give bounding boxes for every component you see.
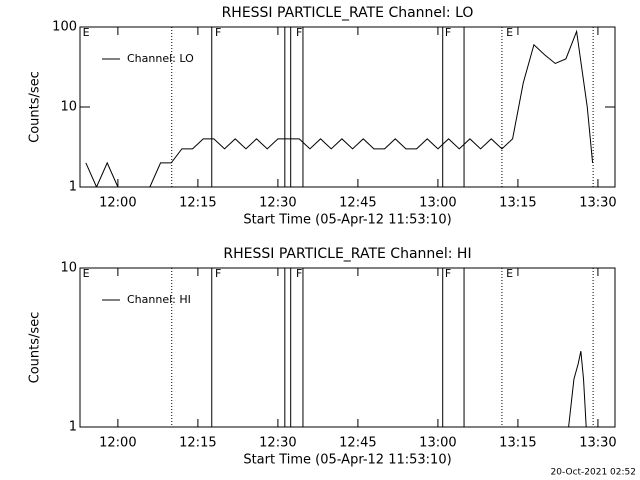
flag-label: F bbox=[445, 26, 451, 39]
flag-label: F bbox=[296, 26, 302, 39]
legend-label: Channel: LO bbox=[127, 52, 194, 65]
flag-label: E bbox=[506, 267, 513, 280]
y-tick-label: 100 bbox=[52, 20, 77, 35]
data-line bbox=[85, 29, 594, 187]
y-tick-label: 10 bbox=[60, 261, 77, 276]
footer-timestamp: 20-Oct-2021 02:52 bbox=[551, 468, 636, 478]
flag-label: F bbox=[296, 267, 302, 280]
data-line bbox=[568, 351, 587, 427]
flag-label: F bbox=[215, 267, 221, 280]
flag-label: E bbox=[506, 26, 513, 39]
x-tick-label: 13:15 bbox=[499, 436, 536, 451]
x-tick-label: 12:00 bbox=[99, 436, 136, 451]
y-tick-label: 10 bbox=[60, 100, 77, 115]
plot-frame bbox=[79, 267, 616, 428]
x-tick-label: 12:30 bbox=[259, 196, 296, 211]
x-tick-label: 13:30 bbox=[579, 196, 616, 211]
x-tick-label: 12:15 bbox=[179, 436, 216, 451]
x-tick-label: 12:45 bbox=[339, 196, 376, 211]
y-axis-label: Counts/sec bbox=[28, 71, 43, 143]
y-axis-label: Counts/sec bbox=[28, 312, 43, 384]
x-tick-label: 12:00 bbox=[99, 196, 136, 211]
x-axis-label: Start Time (05-Apr-12 11:53:10) bbox=[243, 213, 451, 228]
flag-label: E bbox=[83, 26, 90, 39]
x-tick-label: 12:30 bbox=[259, 436, 296, 451]
x-tick-label: 13:00 bbox=[419, 196, 456, 211]
legend-label: Channel: HI bbox=[127, 293, 191, 306]
y-tick-label: 1 bbox=[69, 420, 77, 435]
x-tick-label: 12:45 bbox=[339, 436, 376, 451]
y-tick-label: 1 bbox=[69, 180, 77, 195]
x-tick-label: 13:30 bbox=[579, 436, 616, 451]
chart-title: RHESSI PARTICLE_RATE Channel: LO bbox=[222, 5, 474, 21]
x-axis-label: Start Time (05-Apr-12 11:53:10) bbox=[243, 453, 451, 468]
flag-label: F bbox=[215, 26, 221, 39]
flag-label: F bbox=[445, 267, 451, 280]
x-tick-label: 12:15 bbox=[179, 196, 216, 211]
flag-label: E bbox=[83, 267, 90, 280]
x-tick-label: 13:15 bbox=[499, 196, 536, 211]
chart-title: RHESSI PARTICLE_RATE Channel: HI bbox=[223, 246, 471, 262]
x-tick-label: 13:00 bbox=[419, 436, 456, 451]
